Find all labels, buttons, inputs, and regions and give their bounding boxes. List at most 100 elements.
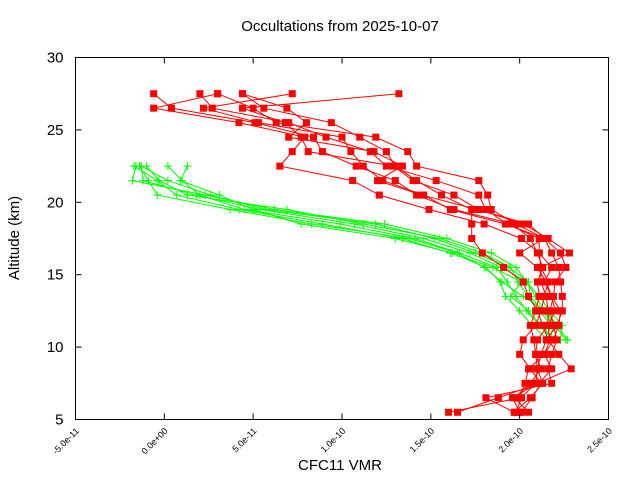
green-plus-marker [524, 306, 533, 315]
green-plus-marker [359, 220, 368, 229]
red-square-marker [516, 249, 524, 257]
red-square-marker [551, 278, 559, 286]
red-square-marker [557, 278, 565, 286]
red-square-marker [425, 206, 433, 214]
red-square-marker [555, 263, 563, 271]
x-tick-label: 0.0e+00 [139, 426, 169, 456]
red-square-marker [548, 379, 556, 387]
red-square-marker [370, 148, 378, 156]
red-square-marker [553, 321, 561, 329]
red-square-marker [398, 162, 406, 170]
y-tick-label: 20 [47, 194, 64, 211]
red-square-marker [150, 90, 158, 98]
green-plus-marker [176, 176, 185, 185]
red-square-marker [450, 191, 458, 199]
red-square-marker [297, 133, 305, 141]
red-square-marker [318, 148, 326, 156]
green-profile-4 [163, 162, 558, 344]
red-square-marker [537, 350, 545, 358]
red-square-marker [285, 119, 293, 127]
green-plus-marker [163, 176, 172, 185]
red-profile-6 [214, 90, 559, 416]
red-square-marker [526, 365, 534, 373]
red-square-marker [516, 350, 524, 358]
red-square-marker [254, 119, 262, 127]
red-square-marker [379, 177, 387, 185]
red-square-marker [347, 148, 355, 156]
green-plus-marker [163, 162, 172, 171]
chart-title: Occultations from 2025-10-07 [241, 18, 439, 35]
red-square-marker [537, 278, 545, 286]
x-tick-label: 1.5e-10 [408, 426, 437, 455]
red-square-marker [530, 336, 538, 344]
red-square-marker [548, 292, 556, 300]
red-square-marker [548, 350, 556, 358]
red-profile-4 [199, 90, 570, 416]
red-square-marker [525, 220, 533, 228]
red-square-marker [413, 162, 421, 170]
red-square-marker [199, 104, 207, 112]
red-square-marker [548, 365, 556, 373]
red-square-marker [249, 104, 257, 112]
y-axis-label: Altitude (km) [6, 196, 23, 280]
red-square-marker [482, 394, 490, 402]
green-plus-marker [497, 277, 506, 286]
red-profile-line [217, 93, 556, 413]
green-plus-marker [297, 220, 306, 229]
red-square-marker [537, 365, 545, 373]
red-square-marker [475, 191, 483, 199]
red-profile-8 [239, 90, 566, 416]
red-square-marker [478, 249, 486, 257]
red-square-marker [525, 408, 533, 416]
x-tick-label: 2.5e-10 [585, 426, 614, 455]
red-square-marker [239, 90, 247, 98]
green-plus-marker [563, 335, 572, 344]
red-square-marker [509, 394, 517, 402]
red-square-marker [544, 321, 552, 329]
red-square-marker [356, 133, 364, 141]
red-square-marker [418, 191, 426, 199]
red-square-marker [537, 307, 545, 315]
red-square-marker [382, 148, 390, 156]
green-plus-marker [206, 191, 215, 200]
red-square-marker [519, 336, 527, 344]
red-square-marker [535, 235, 543, 242]
red-square-marker [446, 206, 454, 214]
red-square-marker [537, 379, 545, 387]
green-plus-marker [195, 191, 204, 200]
red-profile-7 [239, 90, 575, 416]
red-square-marker [374, 177, 382, 185]
y-axis-ticks: 5 10 15 20 25 30 [47, 50, 609, 429]
red-square-marker [533, 278, 541, 286]
red-square-marker [445, 408, 453, 416]
red-square-marker [558, 292, 566, 300]
green-plus-marker [261, 205, 270, 214]
red-square-marker [517, 235, 525, 242]
red-profile-line [153, 93, 562, 413]
red-square-marker [468, 206, 476, 214]
y-tick-label: 30 [47, 50, 64, 67]
red-square-marker [214, 90, 222, 98]
green-plus-marker [153, 191, 162, 200]
red-square-marker [167, 104, 175, 112]
red-square-marker [235, 119, 243, 127]
red-square-marker [537, 263, 545, 271]
red-square-marker [526, 235, 534, 242]
y-tick-label: 25 [47, 122, 64, 139]
red-square-marker [533, 365, 541, 373]
red-square-marker [484, 191, 492, 199]
y-tick-label: 15 [47, 267, 64, 284]
red-square-marker [525, 292, 533, 300]
red-square-marker [551, 307, 559, 315]
red-square-marker [541, 292, 549, 300]
green-plus-marker [487, 248, 496, 257]
x-tick-label: 1.0e-10 [319, 426, 348, 455]
red-square-marker [532, 350, 540, 358]
red-square-marker [285, 133, 293, 141]
red-square-marker [375, 191, 383, 199]
red-square-marker [532, 379, 540, 387]
red-profile-line [199, 93, 553, 413]
red-square-marker [208, 104, 216, 112]
red-square-marker [544, 235, 552, 242]
